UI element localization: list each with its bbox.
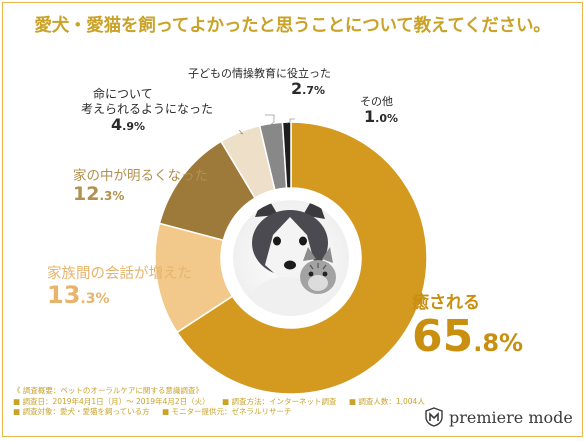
slice-value-frac: .8% xyxy=(473,329,524,358)
slice-label-line: 命について xyxy=(93,87,153,101)
shield-m-icon xyxy=(425,407,443,427)
leader-line-5 xyxy=(286,118,295,124)
slice-value-frac: .3% xyxy=(80,291,110,308)
slice-value-2: 12.3% xyxy=(73,182,208,205)
infographic-frame: 愛犬・愛猫を飼ってよかったと思うことについて教えてください。 xyxy=(2,2,583,437)
slice-label-5: その他 1.0% xyxy=(360,95,398,126)
slice-value-frac: .7% xyxy=(302,83,325,97)
slice-value-1: 13.3% xyxy=(47,283,192,308)
leader-line-3 xyxy=(238,129,244,135)
slice-value-4: 2.7% xyxy=(188,78,331,98)
slice-value-frac: .3% xyxy=(99,188,125,203)
slice-label-name-1: 家族間の会話が増えた xyxy=(47,266,192,282)
survey-method: ■ 調査方法：インターネット調査 xyxy=(222,396,337,406)
survey-date: ■ 調査日：2019年4月1日（月）〜 2019年4月2日（火） xyxy=(13,396,210,406)
slice-value-int: 1 xyxy=(364,106,376,126)
slice-label-name-3: 命について 考えられるようになった xyxy=(81,87,213,117)
slice-label-2: 家の中が明るくなった 12.3% xyxy=(73,168,208,205)
survey-count: ■ 調査人数：1,004人 xyxy=(348,396,425,406)
slice-value-5: 1.0% xyxy=(360,106,398,126)
slice-value-frac: .0% xyxy=(375,111,398,125)
brand-logo: premiere mode xyxy=(425,407,573,427)
slice-value-int: 12 xyxy=(73,182,100,205)
slice-label-name-2: 家の中が明るくなった xyxy=(73,168,208,184)
donut-chart xyxy=(154,114,428,395)
survey-summary-heading: 《 調査概要：ペットのオーラルケアに関する意識調査》 xyxy=(13,386,203,395)
survey-summary-row-2: ■ 調査対象：愛犬・愛猫を飼っている方 ■ モニター提供元：ゼネラルリサーチ xyxy=(13,407,435,418)
slice-label-4: 子どもの情操教育に役立った 2.7% xyxy=(188,67,331,98)
slice-value-3: 4.9% xyxy=(81,115,213,134)
slice-value-frac: .9% xyxy=(122,120,145,133)
survey-provider: ■ モニター提供元：ゼネラルリサーチ xyxy=(162,407,292,416)
slice-label-line: 考えられるようになった xyxy=(81,102,214,116)
slice-label-1: 家族間の会話が増えた 13.3% xyxy=(47,265,192,308)
brand-logo-text: premiere mode xyxy=(449,407,573,427)
survey-summary: 《 調査概要：ペットのオーラルケアに関する意識調査》 ■ 調査日：2019年4月… xyxy=(13,386,435,418)
slice-value-int: 65 xyxy=(412,311,474,363)
slice-label-3: 命について 考えられるようになった 4.9% xyxy=(81,87,213,134)
leader-line-4 xyxy=(265,114,275,125)
puppy-and-kitten-photo xyxy=(233,200,349,316)
survey-target: ■ 調査対象：愛犬・愛猫を飼っている方 xyxy=(13,407,150,416)
slice-label-name-4: 子どもの情操教育に役立った xyxy=(188,67,331,80)
slice-label-0: 癒される 65.8% xyxy=(412,293,523,360)
slice-value-int: 13 xyxy=(47,281,81,310)
slice-label-name-0: 癒される xyxy=(412,293,480,313)
slice-value-0: 65.8% xyxy=(412,314,523,360)
slice-value-int: 2 xyxy=(291,78,303,98)
slice-label-name-5: その他 xyxy=(360,95,393,108)
survey-summary-row-1: ■ 調査日：2019年4月1日（月）〜 2019年4月2日（火） ■ 調査方法：… xyxy=(13,397,435,408)
slice-value-int: 4 xyxy=(111,115,123,134)
page-title: 愛犬・愛猫を飼ってよかったと思うことについて教えてください。 xyxy=(34,16,551,36)
